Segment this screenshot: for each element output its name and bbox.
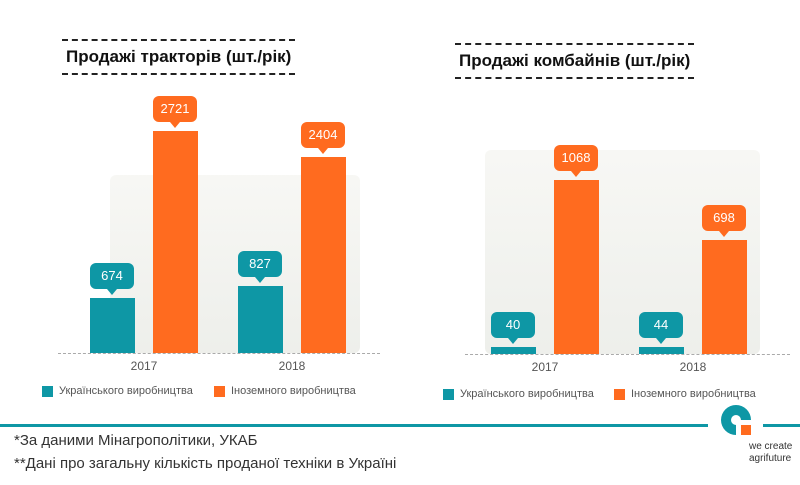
footnote-source: *За даними Мінагрополітики, УКАБ — [14, 432, 258, 449]
x-tick-label: 2018 — [679, 360, 707, 374]
footnote-total: **Дані про загальну кількість проданої т… — [14, 455, 397, 472]
legend-swatch — [42, 385, 53, 397]
data-label: 2721 — [153, 96, 197, 128]
legend-item: Іноземного виробництва — [614, 388, 756, 400]
data-label: 2404 — [301, 121, 345, 154]
footer-line-right — [763, 424, 800, 427]
x-tick-label: 2018 — [278, 359, 306, 373]
bar — [554, 180, 599, 354]
bar — [491, 347, 536, 354]
company-logo — [721, 405, 751, 435]
bar — [90, 298, 135, 353]
baseline — [465, 354, 790, 355]
chart-title-combines: Продажі комбайнів (шт./рік) — [455, 43, 695, 79]
bar — [301, 156, 346, 353]
bar — [702, 240, 747, 354]
x-tick-label: 2017 — [531, 360, 559, 374]
data-label: 1068 — [554, 145, 598, 177]
legend-item: Українського виробництва — [42, 385, 193, 397]
bar — [238, 285, 283, 353]
bar — [153, 131, 198, 353]
data-label: 40 — [491, 312, 535, 345]
legend-label: Українського виробництва — [59, 385, 193, 397]
legend-label: Іноземного виробництва — [231, 385, 356, 397]
data-label: 698 — [702, 205, 746, 238]
legend-swatch — [443, 388, 454, 400]
x-tick-label: 2017 — [130, 359, 158, 373]
legend-item: Іноземного виробництва — [214, 385, 356, 397]
baseline — [58, 353, 380, 354]
data-label: 674 — [90, 263, 134, 295]
logo-text: we create agrifuture — [749, 441, 793, 464]
legend-label: Іноземного виробництва — [631, 388, 756, 400]
data-label: 44 — [639, 311, 683, 344]
data-label: 827 — [238, 250, 282, 283]
bar — [639, 346, 684, 354]
legend-label: Українського виробництва — [460, 388, 594, 400]
legend-item: Українського виробництва — [443, 388, 594, 400]
chart-title-tractors: Продажі тракторів (шт./рік) — [62, 39, 296, 75]
legend-swatch — [614, 388, 625, 400]
footer-line-left — [0, 424, 708, 427]
legend-swatch — [214, 385, 225, 397]
